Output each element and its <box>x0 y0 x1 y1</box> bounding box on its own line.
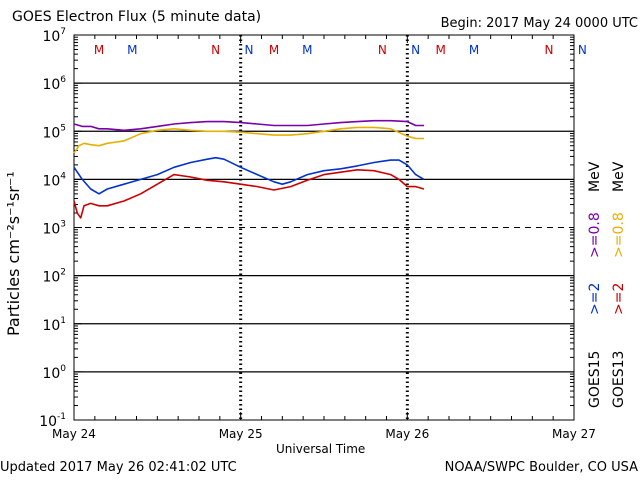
x-tick-label: May 24 <box>52 427 96 441</box>
y-tick-label: 10-1 <box>39 412 66 430</box>
legend-goes15-ge08: >=0.8 <box>587 212 603 258</box>
y-tick-base: 10 <box>42 77 60 93</box>
y-tick-base: 10 <box>42 125 60 141</box>
y-tick-label: 103 <box>42 220 66 238</box>
local-time-marker: N <box>378 43 387 57</box>
y-tick-label: 107 <box>42 27 66 45</box>
legend-goes15-label: GOES15 <box>587 350 603 408</box>
y-tick-exponent: -1 <box>57 412 66 422</box>
y-axis-label: Particles cm⁻²s⁻¹sr⁻¹ <box>4 171 23 336</box>
begin-date-label: Begin: 2017 May 24 0000 UTC <box>440 16 638 31</box>
y-tick-base: 10 <box>42 173 60 189</box>
y-tick-exponent: 2 <box>60 268 66 278</box>
legend-goes13-label: GOES13 <box>611 350 627 408</box>
x-tick-label: May 27 <box>552 427 596 441</box>
y-tick-base: 10 <box>42 222 60 238</box>
local-time-marker: N <box>245 43 254 57</box>
y-tick-exponent: 4 <box>60 171 66 181</box>
y-tick-label: 102 <box>42 268 66 286</box>
local-time-marker: M <box>269 43 279 57</box>
y-tick-exponent: 1 <box>60 316 66 326</box>
local-time-marker: N <box>411 43 420 57</box>
y-tick-label: 105 <box>42 123 66 141</box>
y-tick-exponent: 5 <box>60 123 66 133</box>
local-time-marker: M <box>127 43 137 57</box>
y-tick-base: 10 <box>39 414 57 430</box>
local-time-marker: N <box>211 43 220 57</box>
y-tick-base: 10 <box>42 29 60 45</box>
y-tick-exponent: 7 <box>60 27 66 37</box>
y-tick-exponent: 3 <box>60 220 66 230</box>
y-tick-exponent: 6 <box>60 75 66 85</box>
local-time-marker: M <box>302 43 312 57</box>
y-tick-base: 10 <box>42 318 60 334</box>
legend-goes15-ge2: >=2 <box>587 282 603 315</box>
local-time-marker: N <box>578 43 587 57</box>
noaa-credit: NOAA/SWPC Boulder, CO USA <box>444 460 638 475</box>
y-tick-base: 10 <box>42 270 60 286</box>
chart-title: GOES Electron Flux (5 minute data) <box>12 9 262 25</box>
y-tick-label: 100 <box>42 364 66 382</box>
x-tick-label: May 26 <box>385 427 429 441</box>
x-tick-label: May 25 <box>219 427 263 441</box>
series-line-3 <box>73 169 425 219</box>
legend-mev-right: MeV <box>611 161 627 192</box>
y-tick-base: 10 <box>42 366 60 382</box>
updated-timestamp: Updated 2017 May 26 02:41:02 UTC <box>0 460 237 475</box>
local-time-marker: M <box>435 43 445 57</box>
x-axis-label: Universal Time <box>276 442 366 456</box>
y-tick-label: 106 <box>42 75 66 93</box>
y-axis-label-text: Particles cm⁻²s⁻¹sr⁻¹ <box>4 171 23 336</box>
series-line-0 <box>73 119 424 132</box>
local-time-marker: M <box>469 43 479 57</box>
legend-goes13-ge08: >=0.8 <box>611 212 627 258</box>
legend-goes13-ge2: >=2 <box>611 282 627 315</box>
y-tick-label: 104 <box>42 171 66 189</box>
local-time-marker: N <box>545 43 554 57</box>
plot-frame <box>73 34 575 421</box>
series-line-1 <box>73 126 424 154</box>
series-line-2 <box>73 156 425 195</box>
y-tick-label: 101 <box>42 316 66 334</box>
local-time-marker: M <box>94 43 104 57</box>
y-tick-exponent: 0 <box>60 364 66 374</box>
legend-mev-left: MeV <box>587 161 603 192</box>
